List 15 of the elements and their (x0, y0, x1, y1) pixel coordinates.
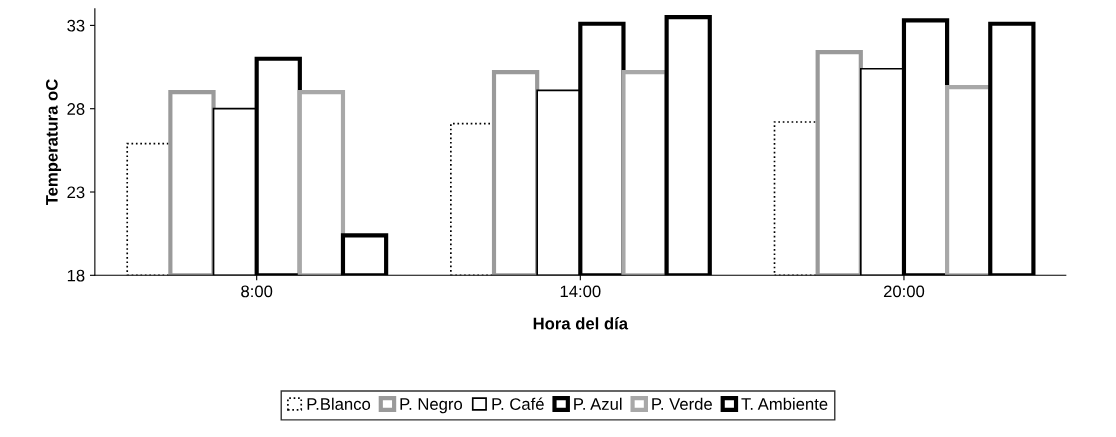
legend-label: P. Café (492, 397, 544, 410)
x-tick-label: 14:00 (560, 285, 601, 298)
legend-label: P.Blanco (307, 397, 371, 410)
legend-label: P. Azul (574, 397, 622, 410)
legend-label: P. Verde (652, 397, 712, 410)
y-axis-title: Temperatura oC (45, 79, 62, 206)
y-tick-label: 33 (67, 19, 85, 32)
legend-label: T. Ambiente (741, 397, 828, 410)
y-tick-label: 23 (67, 186, 85, 199)
y-tick-label: 28 (67, 103, 85, 115)
legend-label: P. Negro (400, 398, 463, 414)
x-tick-label: 20:00 (883, 285, 925, 298)
x-axis-title: Hora del día (533, 317, 629, 330)
x-tick-label: 8:00 (241, 285, 273, 298)
y-tick-label: 18 (67, 269, 85, 282)
